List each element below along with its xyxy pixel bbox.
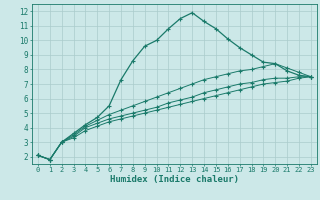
X-axis label: Humidex (Indice chaleur): Humidex (Indice chaleur) [110,175,239,184]
